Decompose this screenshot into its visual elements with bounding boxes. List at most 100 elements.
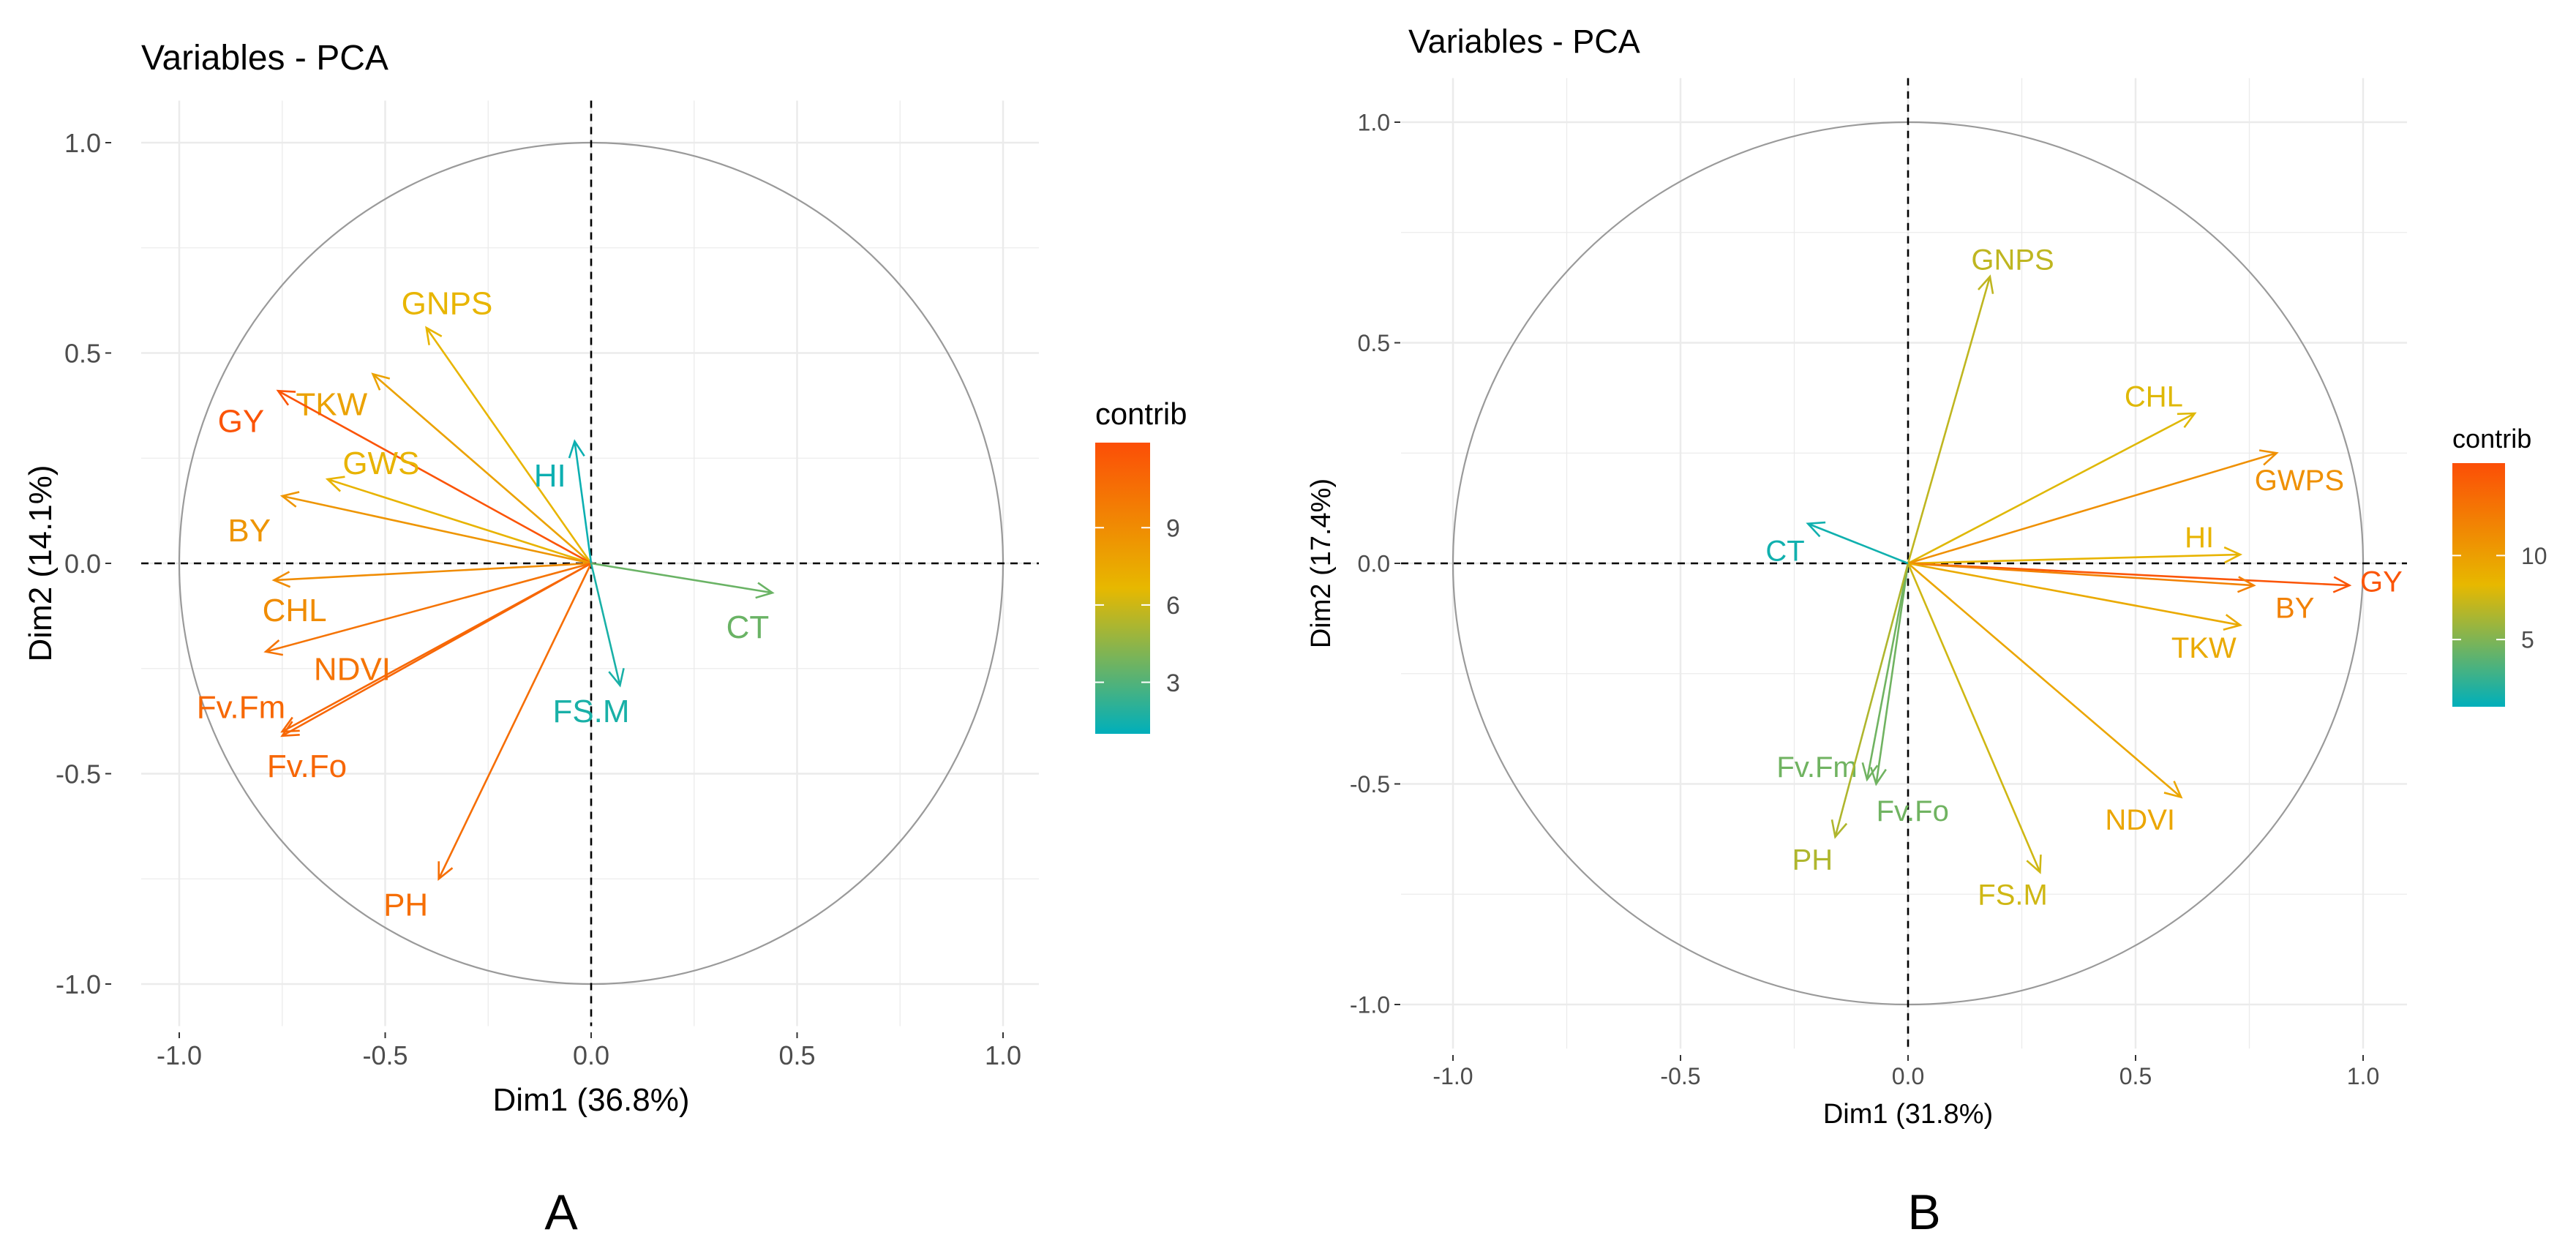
panel-a-arrow-head-gy: [276, 389, 296, 406]
panel-a-arrow-head-gws: [325, 476, 345, 492]
panel-a-arrow-line-gy: [277, 390, 592, 565]
panel-b-var-label-hi: HI: [2185, 522, 2214, 554]
panel-a-var-label-ph: PH: [383, 887, 428, 923]
panel-a-arrow-line-chl: [274, 562, 592, 582]
panel-a-legend-tick-label: 6: [1166, 592, 1180, 620]
panel-b-arrow-head-fv-fm: [1861, 762, 1879, 782]
panel-a-arrow-by: [279, 491, 592, 565]
panel-b-arrow-fs-m: [1907, 563, 2042, 874]
panel-a-panel-letter: A: [544, 1184, 578, 1240]
panel-a-arrow-head-hi: [568, 439, 585, 459]
panel-a-arrow-ph: [438, 563, 593, 881]
panel-a-arrow-line-gws: [327, 478, 592, 565]
panel-b-arrow-fv-fm: [1861, 563, 1910, 782]
panel-b-var-label-by: BY: [2275, 593, 2314, 625]
panel-a-xtick-label: 0.5: [778, 1040, 815, 1070]
panel-b-ytick-label: 0.0: [1358, 551, 1390, 577]
panel-b-y-axis-label: Dim2 (17.4%): [1306, 478, 1337, 648]
panel-a-arrow-head-fs-m: [608, 668, 625, 688]
panel-b-arrow-by: [1907, 562, 2256, 593]
panel-a-ytick-label: 0.5: [64, 338, 101, 368]
panel-b-legend-colorbar: [2452, 463, 2505, 707]
panel-a-arrow-head-ph: [438, 861, 454, 881]
panel-a-var-label-chl: CHL: [263, 593, 327, 628]
panel-b-arrow-line-gy: [1907, 562, 2350, 587]
panel-a-arrow-head-tkw: [371, 372, 391, 391]
panel-a-arrow-line-hi: [574, 441, 593, 564]
panel-a-xtick-label: 1.0: [985, 1040, 1021, 1070]
panel-b-arrow-line-ct: [1807, 522, 1909, 565]
panel-b-arrow-head-gnps: [1978, 274, 1994, 294]
panel-b-var-label-fv-fo: Fv.Fo: [1877, 795, 1949, 827]
panel-a-xtick-label: -0.5: [362, 1040, 408, 1070]
panel-b-x-axis-label: Dim1 (31.8%): [1823, 1099, 1993, 1130]
panel-a-ytick-label: 0.0: [64, 549, 101, 579]
panel-a-xtick-label: -1.0: [157, 1040, 202, 1070]
panel-a-arrow-hi: [568, 439, 593, 564]
panel-a-arrow-line-ndvi: [265, 562, 592, 653]
panel-b-arrow-head-hi: [2223, 546, 2243, 564]
panel-b-var-label-gy: GY: [2360, 566, 2403, 598]
panel-a-title: Variables - PCA: [141, 39, 388, 78]
panel-b-legend-tick-label: 10: [2521, 543, 2547, 569]
panel-b-var-label-gnps: GNPS: [1971, 244, 2054, 276]
panel-a-arrow-gnps: [425, 326, 593, 564]
panel-b-arrow-ph: [1830, 563, 1910, 839]
panel-a-arrow-gws: [325, 476, 592, 565]
panel-b-var-label-fs-m: FS.M: [1978, 879, 2048, 912]
panel-b-arrow-head-fs-m: [2026, 855, 2042, 874]
panel-a-var-label-by: BY: [228, 513, 271, 549]
panel-b-ytick-label: 1.0: [1358, 110, 1390, 136]
panel-b-arrow-head-gwps: [2258, 449, 2279, 466]
panel-b-arrow-line-by: [1907, 562, 2254, 587]
panel-a-var-label-ct: CT: [726, 609, 770, 645]
panel-b-arrow-line-tkw: [1907, 562, 2241, 626]
panel-b-arrow-line-chl: [1907, 412, 2196, 565]
panel-a-arrow-ndvi: [263, 562, 592, 656]
panel-b-legend-tick-label: 5: [2521, 627, 2534, 653]
panel-b-title: Variables - PCA: [1408, 23, 1640, 60]
panel-b-arrow-tkw: [1907, 562, 2243, 631]
panel-b-arrow-line-fs-m: [1907, 563, 2041, 873]
panel-b-arrow-head-by: [2237, 576, 2256, 593]
panel-b-legend-title: contrib: [2452, 424, 2531, 454]
panel-b-arrow-line-fv-fo: [1875, 563, 1910, 784]
panel-a-var-label-gws: GWS: [342, 446, 419, 481]
panel-b-panel-letter: B: [1907, 1184, 1940, 1240]
panel-a-var-label-tkw: TKW: [296, 386, 367, 422]
panel-a-arrow-line-fs-m: [590, 563, 621, 686]
panel-a-ytick-label: -1.0: [56, 969, 101, 999]
panel-a-legend-tick-label: 3: [1166, 669, 1180, 697]
panel-a-legend-colorbar: [1095, 443, 1150, 734]
panel-a-ytick-label: 1.0: [64, 128, 101, 158]
panel-a-var-label-gy: GY: [218, 403, 265, 439]
panel-b-ytick-label: 0.5: [1358, 330, 1390, 356]
panel-b-arrow-hi: [1907, 546, 2243, 565]
panel-a-xtick-label: 0.0: [573, 1040, 609, 1070]
pca-panel-a: -1.0 -0.5 0.0 0.5 1.0 -1.0 -0.5 0.0 0.5 1.0 Variab…: [23, 39, 1187, 1240]
panel-b-arrow-gy: [1907, 562, 2352, 593]
panel-b-xtick-label: -0.5: [1660, 1063, 1700, 1089]
panel-a-arrow-ct: [590, 562, 775, 599]
panel-b-var-label-ndvi: NDVI: [2105, 804, 2175, 836]
panel-a-var-label-fs-m: FS.M: [552, 694, 629, 729]
panel-b-var-label-fv-fm: Fv.Fm: [1776, 751, 1857, 784]
panel-b-arrow-head-gy: [2332, 576, 2352, 593]
panel-a-arrow-gy: [276, 389, 592, 565]
panel-b-arrow-line-gnps: [1907, 276, 1991, 564]
panel-a-arrow-head-chl: [271, 571, 291, 588]
panel-b-arrow-ndvi: [1907, 563, 2183, 799]
panel-a-arrow-head-ndvi: [263, 639, 284, 656]
panel-b-arrow-gnps: [1907, 274, 1994, 564]
panel-a-ytick-label: -0.5: [56, 759, 101, 789]
panel-a-var-label-hi: HI: [534, 458, 566, 494]
panel-b-var-label-ct: CT: [1765, 535, 1804, 567]
panel-b-arrow-ct: [1806, 521, 1909, 565]
panel-a-arrow-line-ct: [590, 562, 773, 594]
panel-a-arrow-line-gnps: [425, 327, 593, 564]
panel-a-arrow-head-ct: [755, 582, 775, 599]
panel-a-legend-tick-label: 9: [1166, 514, 1180, 542]
pca-panel-b: -1.0 -0.5 0.0 0.5 1.0 -1.0 -0.5 0.0 0.5 1.0 Variab…: [1306, 23, 2547, 1240]
panel-b-arrow-head-chl: [2177, 412, 2197, 429]
